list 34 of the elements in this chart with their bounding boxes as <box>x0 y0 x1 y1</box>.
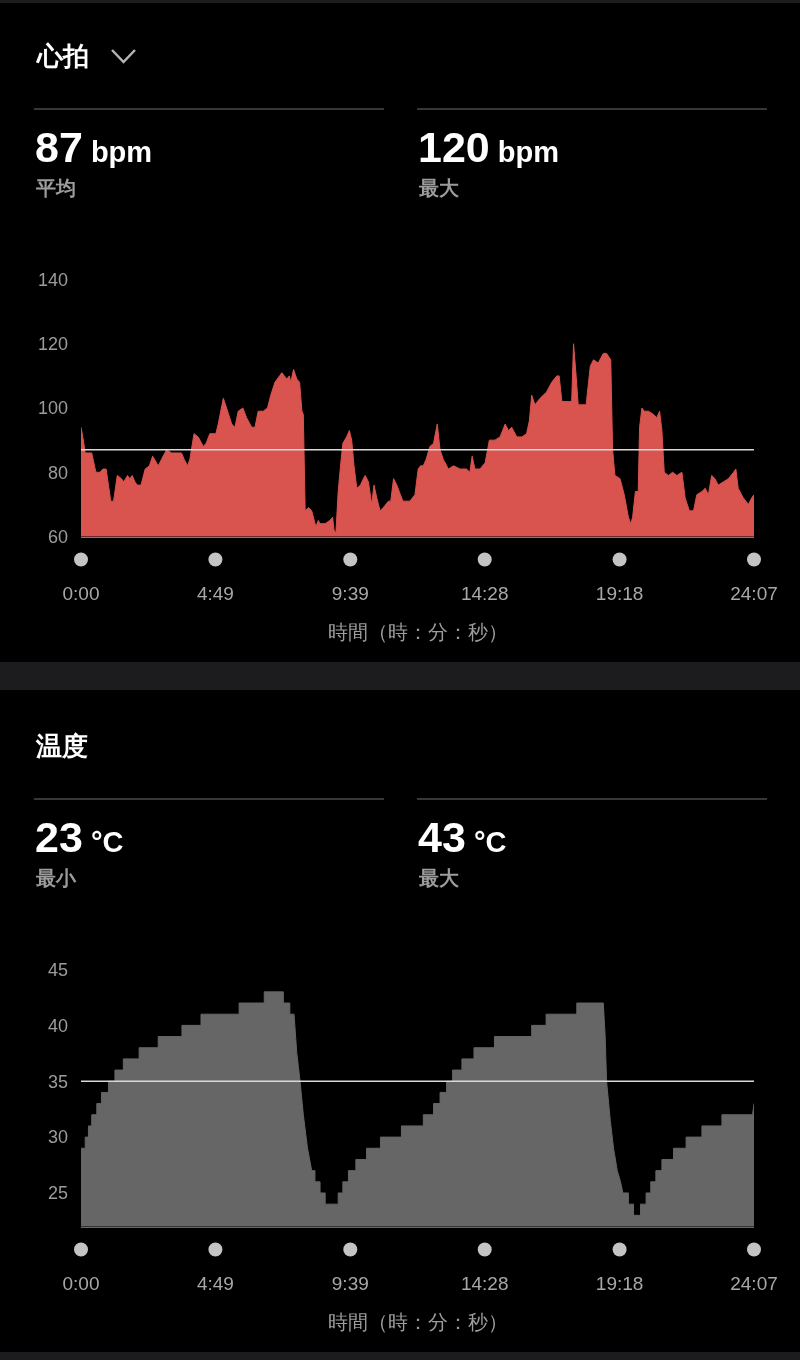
x-tick-label: 19:18 <box>595 1273 644 1295</box>
x-tick-label: 14:28 <box>460 1273 509 1295</box>
y-tick-label: 25 <box>47 1183 68 1204</box>
y-tick-label: 40 <box>47 1015 68 1036</box>
x-axis-title: 時間（時：分：秒） <box>327 620 508 643</box>
text: 87 bpm <box>35 123 153 171</box>
y-tick-label: 140 <box>37 269 68 290</box>
x-tick-label: 24:07 <box>730 583 778 605</box>
x-tick-label: 9:39 <box>331 1273 369 1295</box>
y-tick-label: 80 <box>47 462 68 483</box>
text: 平均 <box>35 177 76 199</box>
chart-title: 温度 <box>35 731 88 761</box>
y-tick-label: 100 <box>37 398 68 419</box>
x-tick-label: 0:00 <box>62 583 100 605</box>
x-tick-label: 4:49 <box>196 1273 234 1295</box>
y-tick-label: 35 <box>47 1071 68 1092</box>
x-tick-label: 0:00 <box>62 1273 100 1295</box>
y-tick-label: 120 <box>37 334 68 355</box>
text: 最小 <box>35 867 77 889</box>
text: 120 bpm <box>418 123 560 171</box>
text: 43 °C <box>418 813 507 861</box>
x-tick-label: 4:49 <box>196 583 234 605</box>
x-tick-label: 24:07 <box>730 1273 778 1295</box>
y-tick-label: 45 <box>47 959 68 980</box>
text: 23 °C <box>35 813 124 861</box>
text: 最大 <box>418 177 460 199</box>
chart-title: 心拍 <box>35 41 89 71</box>
y-tick-label: 60 <box>47 526 68 547</box>
x-tick-label: 9:39 <box>331 583 369 605</box>
text: 最大 <box>418 867 460 889</box>
x-tick-label: 19:18 <box>595 583 644 605</box>
y-tick-label: 30 <box>47 1127 68 1148</box>
x-axis-title: 時間（時：分：秒） <box>327 1310 508 1333</box>
x-tick-label: 14:28 <box>460 583 509 605</box>
